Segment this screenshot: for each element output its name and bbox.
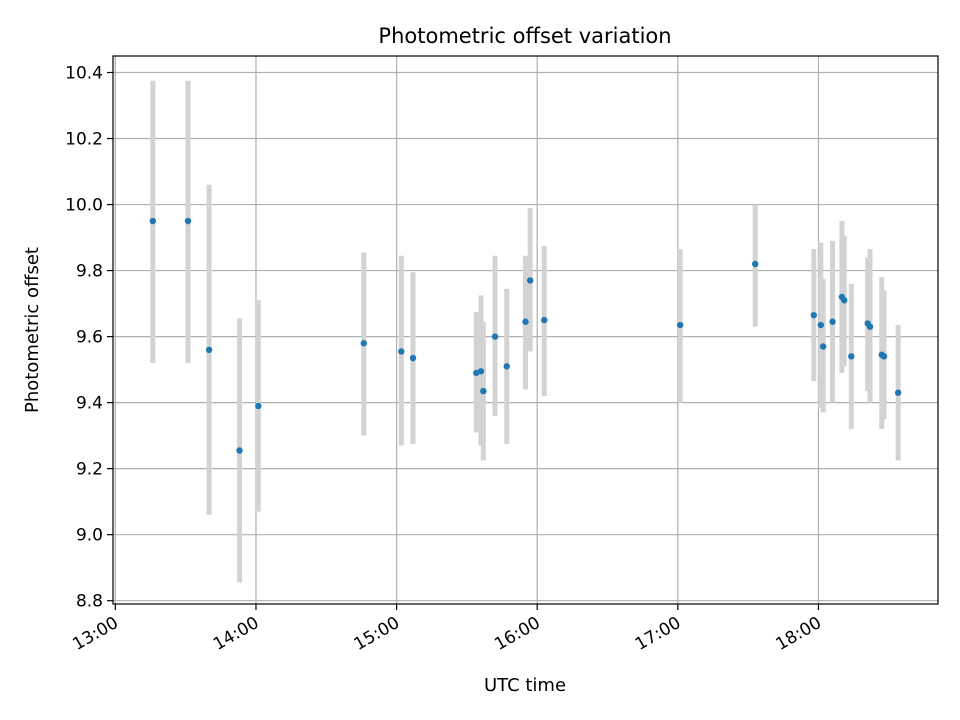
y-tick-label: 9.0 (76, 526, 103, 546)
data-point (829, 318, 836, 325)
data-point (522, 318, 529, 325)
data-point (894, 389, 902, 396)
data-point (236, 447, 243, 454)
y-tick-label: 9.2 (76, 460, 103, 480)
y-tick-label: 9.8 (76, 262, 103, 282)
y-tick-label: 9.6 (76, 328, 103, 348)
data-point (541, 316, 548, 324)
data-point (848, 353, 855, 360)
data-point (810, 311, 817, 319)
data-point (526, 277, 534, 284)
data-point (866, 323, 874, 330)
chart-title: Photometric offset variation (378, 24, 671, 48)
data-point (676, 321, 684, 329)
data-point (817, 321, 825, 329)
y-axis: 8.8 9.0 9.2 9.4 9.6 9.8 10.0 10.2 10.4 (65, 64, 113, 612)
y-tick-label: 8.8 (76, 592, 103, 612)
data-point (409, 354, 417, 362)
data-point (149, 217, 157, 225)
data-point (841, 297, 848, 304)
x-axis-title: UTC time (484, 675, 566, 696)
y-tick-label: 10.2 (65, 130, 103, 150)
data-point (398, 348, 405, 355)
data-point (880, 353, 888, 360)
data-point (255, 402, 262, 410)
data-point (503, 363, 510, 370)
y-axis-title: Photometric offset (22, 247, 43, 413)
data-point (477, 368, 485, 375)
y-tick-label: 10.4 (65, 64, 103, 84)
y-tick-label: 10.0 (65, 196, 103, 216)
y-tick-label: 9.4 (76, 394, 103, 414)
data-point (205, 346, 213, 354)
data-point (184, 217, 192, 225)
data-point (751, 260, 759, 268)
plot-frame (112, 55, 939, 605)
data-point (360, 340, 367, 347)
data-point (491, 333, 499, 340)
data-points (149, 217, 902, 454)
data-point (819, 343, 827, 350)
data-point (480, 387, 487, 395)
